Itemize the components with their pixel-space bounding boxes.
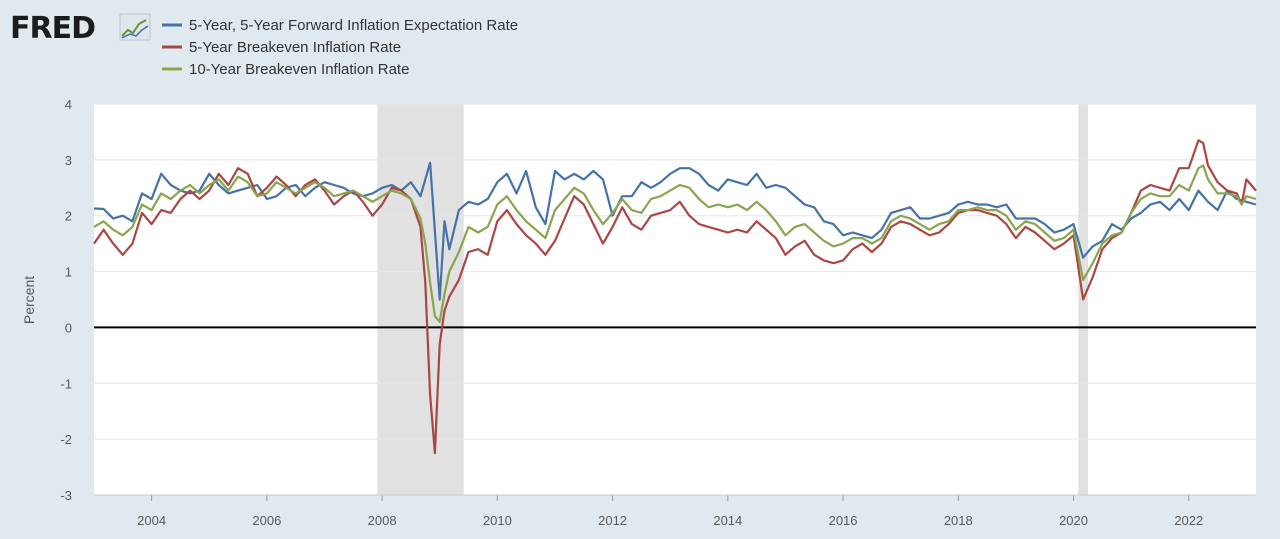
series-line-3 xyxy=(93,164,1257,323)
fred-chart-icon xyxy=(119,13,151,41)
fred-logo-text: FRED xyxy=(10,11,95,46)
legend-label-3: 10-Year Breakeven Inflation Rate xyxy=(189,61,409,78)
series-lines xyxy=(93,139,1257,455)
plot-area xyxy=(94,104,1256,495)
y-axis-title: Percent xyxy=(21,276,37,324)
y-tick-label: -3 xyxy=(60,488,72,503)
recession-band-1 xyxy=(377,104,464,495)
x-tick-label: 2006 xyxy=(252,513,281,528)
x-tick-label: 2012 xyxy=(598,513,627,528)
x-tick-label: 2018 xyxy=(944,513,973,528)
y-axis-ticks: 4 3 2 1 0 -1 -2 -3 xyxy=(60,97,72,503)
y-tick-label: -2 xyxy=(60,432,72,447)
x-tick-label: 2004 xyxy=(137,513,166,528)
x-tick-label: 2008 xyxy=(368,513,397,528)
x-tick-label: 2022 xyxy=(1174,513,1203,528)
x-tick-label: 2020 xyxy=(1059,513,1088,528)
legend-label-2: 5-Year Breakeven Inflation Rate xyxy=(189,39,401,56)
y-tick-label: 2 xyxy=(65,209,72,224)
fred-logo[interactable]: FRED xyxy=(10,11,151,46)
y-tick-label: -1 xyxy=(60,376,72,391)
y-tick-label: 3 xyxy=(65,153,72,168)
y-tick-label: 1 xyxy=(65,265,72,280)
y-tick-label: 4 xyxy=(65,97,72,112)
x-tick-label: 2014 xyxy=(713,513,742,528)
legend-label-1: 5-Year, 5-Year Forward Inflation Expecta… xyxy=(189,17,518,34)
x-tick-label: 2010 xyxy=(483,513,512,528)
y-tick-label: 0 xyxy=(65,320,72,335)
series-line-1 xyxy=(93,161,1257,301)
x-axis-ticks: 2004 2006 2008 2010 2012 2014 2016 2018 2020 2022 xyxy=(94,494,1256,528)
legend: 5-Year, 5-Year Forward Inflation Expecta… xyxy=(162,17,518,78)
x-tick-label: 2016 xyxy=(829,513,858,528)
